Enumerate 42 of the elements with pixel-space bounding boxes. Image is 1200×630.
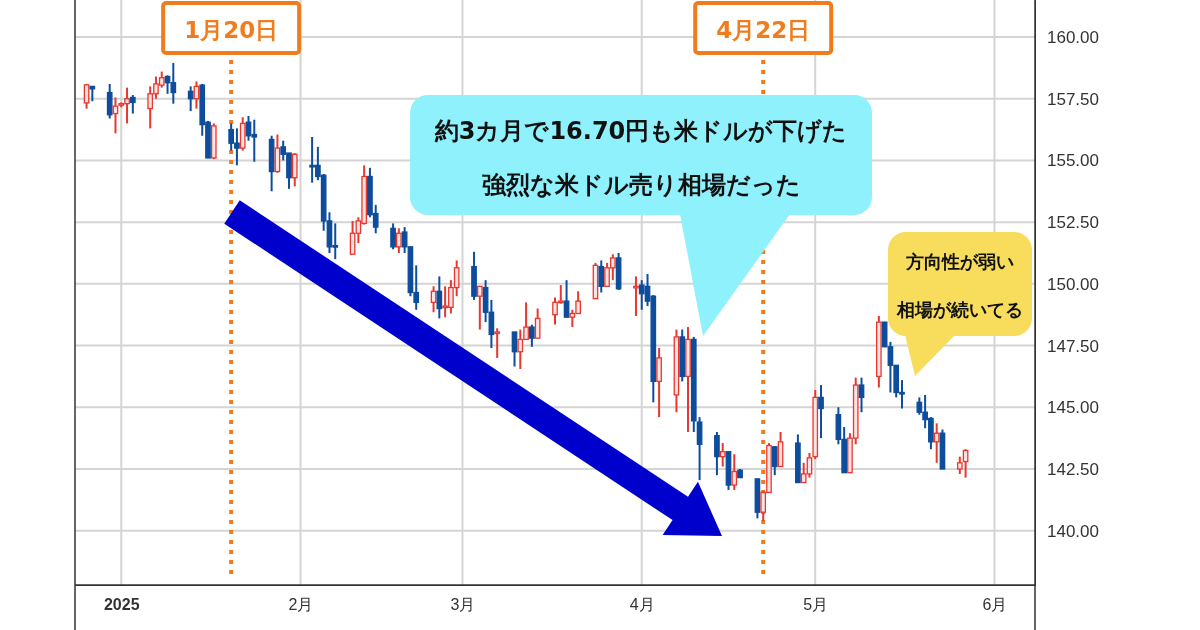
candlestick	[771, 445, 778, 477]
x-tick-label: 6月	[982, 596, 1008, 614]
candlestick	[129, 94, 136, 115]
candlestick	[476, 285, 483, 331]
y-tick-label: 155.00	[1047, 151, 1099, 171]
y-tick-label: 145.00	[1047, 398, 1099, 418]
candlestick	[598, 259, 605, 294]
candlestick	[106, 82, 113, 120]
candlestick	[291, 152, 298, 188]
x-tick-label: 5月	[803, 596, 829, 614]
candlestick	[534, 307, 541, 340]
candlestick	[529, 323, 535, 348]
x-tick-label: 3月	[450, 596, 476, 614]
candlestick	[656, 347, 662, 419]
candlestick	[390, 222, 396, 251]
x-tick-label: 2月	[288, 596, 314, 614]
x-tick-label: 4月	[629, 596, 655, 614]
ref-line-label: 4月22日	[716, 17, 811, 43]
text: 方向性が弱い相場が続いてる	[897, 251, 1023, 320]
candlestick	[274, 133, 281, 174]
candlestick	[858, 376, 865, 414]
y-tick-label: 140.00	[1047, 521, 1099, 541]
y-tick-label: 157.50	[1047, 89, 1099, 109]
candlestick	[563, 279, 570, 319]
candlestick	[818, 384, 824, 440]
candlestick	[494, 327, 501, 359]
candlestick	[933, 422, 940, 464]
y-tick-label: 150.00	[1047, 274, 1099, 294]
y-tick-label: 147.50	[1047, 336, 1099, 356]
annotation: 約3カ月で16.70円も米ドルが下げた強烈な米ドル売り相場だった	[433, 116, 848, 200]
candlestick	[436, 275, 443, 320]
candlestick	[187, 85, 194, 113]
ref-line-label: 1月20日	[184, 17, 279, 43]
candlestick	[714, 430, 720, 477]
candlestick	[731, 453, 738, 491]
candlestick	[396, 227, 402, 255]
candlestick	[83, 82, 90, 110]
y-tick-label: 160.00	[1047, 27, 1099, 47]
y-tick-label: 142.50	[1047, 459, 1099, 479]
x-tick-label: 2025	[103, 596, 140, 614]
y-tick-label: 152.50	[1047, 213, 1099, 233]
candlestick	[719, 442, 726, 468]
